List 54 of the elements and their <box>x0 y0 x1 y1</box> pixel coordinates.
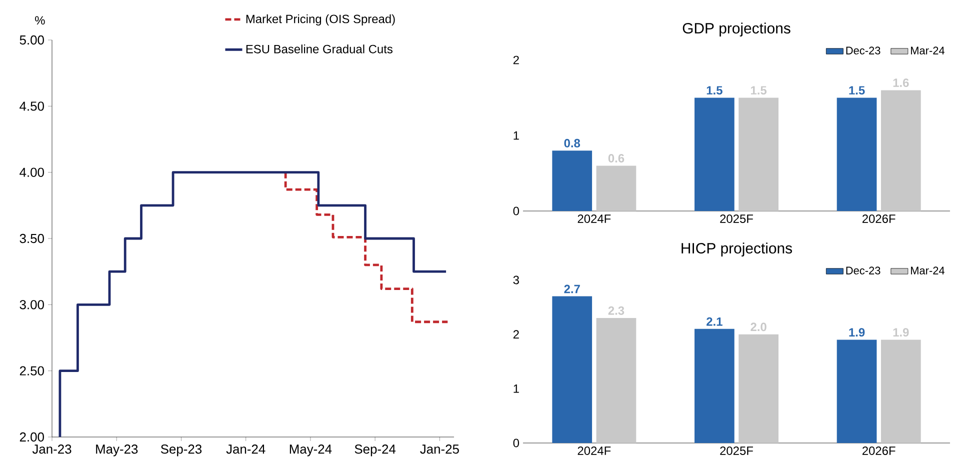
bar <box>880 340 921 443</box>
legend-label: Mar-24 <box>911 46 944 54</box>
data-label: 2.1 <box>706 317 722 326</box>
y-tick-label: 3.50 <box>20 234 44 244</box>
bar <box>694 98 734 211</box>
x-tick-label: Jan-24 <box>226 444 266 454</box>
bar <box>880 90 921 211</box>
y-tick-label: 4.00 <box>20 168 44 177</box>
bar <box>552 150 592 211</box>
x-tick-label: 2026F <box>862 446 896 455</box>
legend-label: Dec-23 <box>846 46 880 54</box>
x-tick-label: 2024F <box>578 214 611 223</box>
x-tick-label: 2025F <box>720 214 753 223</box>
y-axis-title: % <box>35 16 45 25</box>
y-tick-label: 2 <box>513 56 519 64</box>
x-tick-label: 2026F <box>862 214 896 223</box>
y-tick-label: 0 <box>513 206 520 216</box>
x-tick-label: May-24 <box>290 444 332 456</box>
legend-label: Dec-23 <box>846 266 880 274</box>
y-tick-label: 4.50 <box>20 102 44 111</box>
bar <box>836 340 877 443</box>
data-label: 1.5 <box>849 86 865 95</box>
x-tick-label: Sep-23 <box>160 444 202 456</box>
y-tick-label: 2.50 <box>20 366 44 376</box>
data-label: 2.7 <box>564 284 580 294</box>
y-tick-label: 2.00 <box>20 432 44 442</box>
y-tick-label: 1 <box>514 384 519 393</box>
y-tick-label: 1 <box>514 131 519 140</box>
y-tick-label: 3.00 <box>20 300 44 310</box>
y-tick-label: 2 <box>513 330 519 339</box>
x-tick-label: 2025F <box>720 446 753 455</box>
x-tick-label: 2024F <box>578 446 611 455</box>
legend-label: Market Pricing (OIS Spread) <box>246 14 395 26</box>
bar <box>738 98 778 211</box>
x-tick-label: Jan-23 <box>32 444 72 454</box>
legend-label: Mar-24 <box>911 266 944 274</box>
data-label: 1.5 <box>706 86 722 95</box>
bar <box>694 328 734 443</box>
x-tick-label: Sep-24 <box>354 444 396 456</box>
y-tick-label: 5.00 <box>20 35 44 45</box>
bar <box>836 98 877 211</box>
bar <box>738 334 778 443</box>
y-tick-label: 0 <box>513 438 520 448</box>
bar <box>596 318 636 443</box>
bar <box>552 296 592 443</box>
chart-title: HICP projections <box>682 242 792 256</box>
x-tick-label: Jan-25 <box>420 444 459 454</box>
chart-title: GDP projections <box>682 22 790 36</box>
x-tick-label: May-23 <box>96 444 138 456</box>
bar <box>596 166 636 211</box>
data-label: 1.9 <box>849 328 865 337</box>
y-tick-label: 3 <box>513 276 519 284</box>
data-label: 0.8 <box>564 138 580 148</box>
legend-label: ESU Baseline Gradual Cuts <box>246 44 392 54</box>
